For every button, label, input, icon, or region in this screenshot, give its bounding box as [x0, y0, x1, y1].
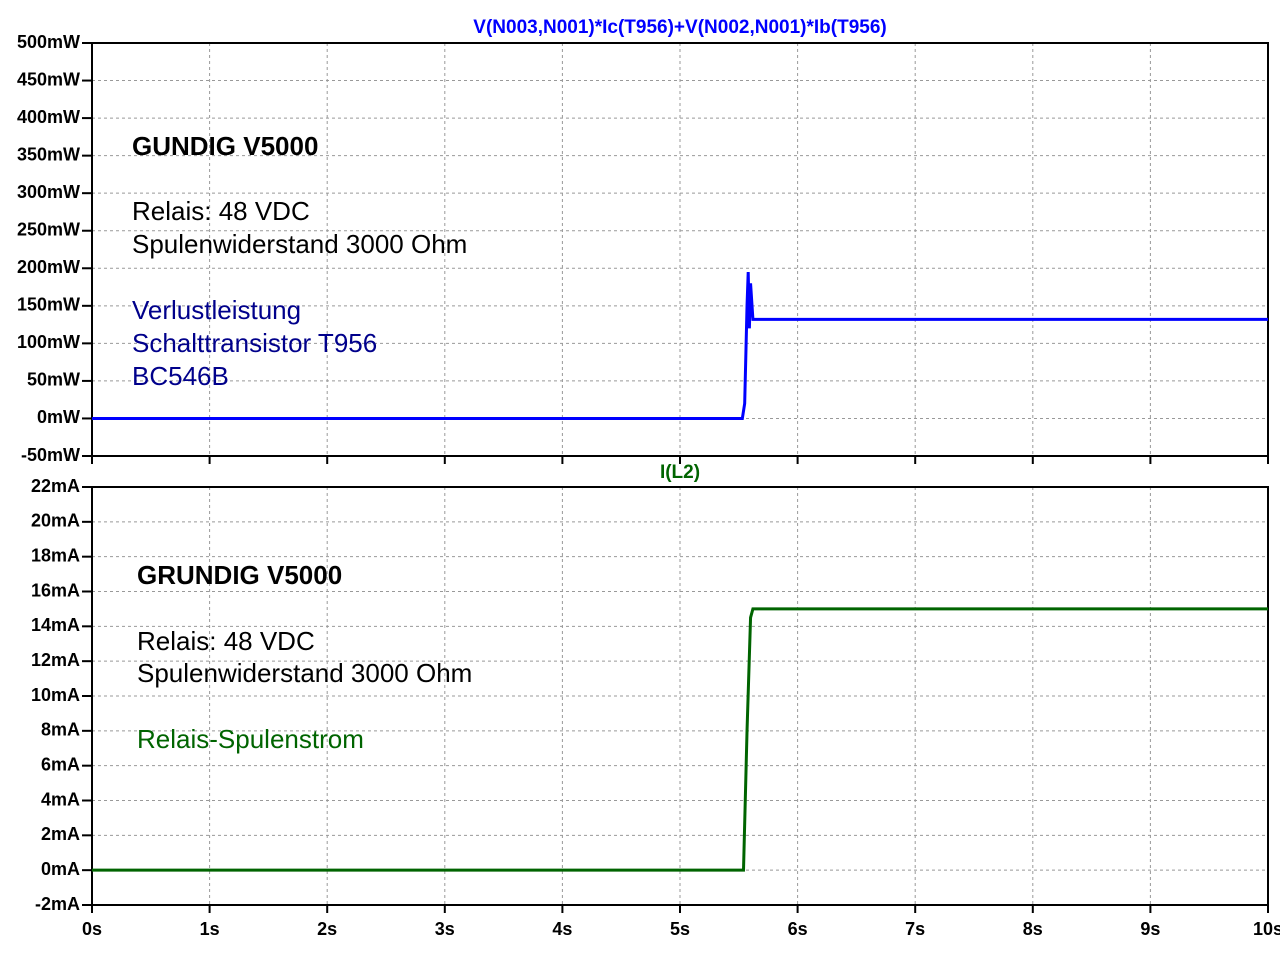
x-tick-label: 5s	[670, 919, 690, 939]
y-tick-label: 12mA	[31, 650, 80, 670]
annotation: Spulenwiderstand 3000 Ohm	[132, 229, 467, 259]
x-tick-label: 6s	[788, 919, 808, 939]
x-tick-label: 9s	[1140, 919, 1160, 939]
series-title: V(N003,N001)*Ic(T956)+V(N002,N001)*Ib(T9…	[473, 17, 886, 38]
y-tick-label: 500mW	[17, 32, 80, 52]
y-tick-label: 6mA	[41, 754, 80, 774]
y-tick-label: 2mA	[41, 824, 80, 844]
annotation: GRUNDIG V5000	[137, 560, 342, 590]
x-tick-label: 7s	[905, 919, 925, 939]
y-tick-label: 18mA	[31, 545, 80, 565]
y-tick-label: 300mW	[17, 182, 80, 202]
y-tick-label: 0mA	[41, 859, 80, 879]
series-title: I(L2)	[660, 462, 700, 483]
x-tick-label: 4s	[552, 919, 572, 939]
x-tick-label: 1s	[200, 919, 220, 939]
y-tick-label: 16mA	[31, 580, 80, 600]
y-tick-label: 400mW	[17, 107, 80, 127]
series-line	[92, 271, 1268, 420]
y-tick-label: 0mW	[37, 407, 80, 427]
annotation: Relais: 48 VDC	[137, 626, 315, 656]
y-tick-label: -50mW	[21, 445, 80, 465]
y-tick-label: 14mA	[31, 615, 80, 635]
y-tick-label: 100mW	[17, 332, 80, 352]
y-tick-label: 350mW	[17, 144, 80, 164]
x-tick-label: 8s	[1023, 919, 1043, 939]
y-tick-label: -2mA	[35, 894, 80, 914]
annotation: BC546B	[132, 361, 229, 391]
y-tick-label: 450mW	[17, 69, 80, 89]
plot-frame	[91, 42, 1269, 457]
y-tick-label: 150mW	[17, 295, 80, 315]
y-tick-label: 4mA	[41, 789, 80, 809]
annotation: GUNDIG V5000	[132, 131, 318, 161]
series-line	[92, 607, 1268, 872]
annotation: Verlustleistung	[132, 295, 301, 325]
annotation: Schalttransistor T956	[132, 328, 377, 358]
y-tick-label: 20mA	[31, 511, 80, 531]
y-tick-label: 200mW	[17, 257, 80, 277]
x-tick-label: 0s	[82, 919, 102, 939]
y-tick-label: 22mA	[31, 476, 80, 496]
y-tick-label: 50mW	[27, 370, 80, 390]
y-tick-label: 10mA	[31, 685, 80, 705]
annotation: Relais: 48 VDC	[132, 196, 310, 226]
y-tick-label: 8mA	[41, 720, 80, 740]
plot-frame	[91, 486, 1269, 906]
x-tick-label: 10s	[1253, 919, 1280, 939]
x-tick-label: 3s	[435, 919, 455, 939]
annotation: Spulenwiderstand 3000 Ohm	[137, 658, 472, 688]
annotation: Relais-Spulenstrom	[137, 724, 364, 754]
x-tick-label: 2s	[317, 919, 337, 939]
y-tick-label: 250mW	[17, 219, 80, 239]
